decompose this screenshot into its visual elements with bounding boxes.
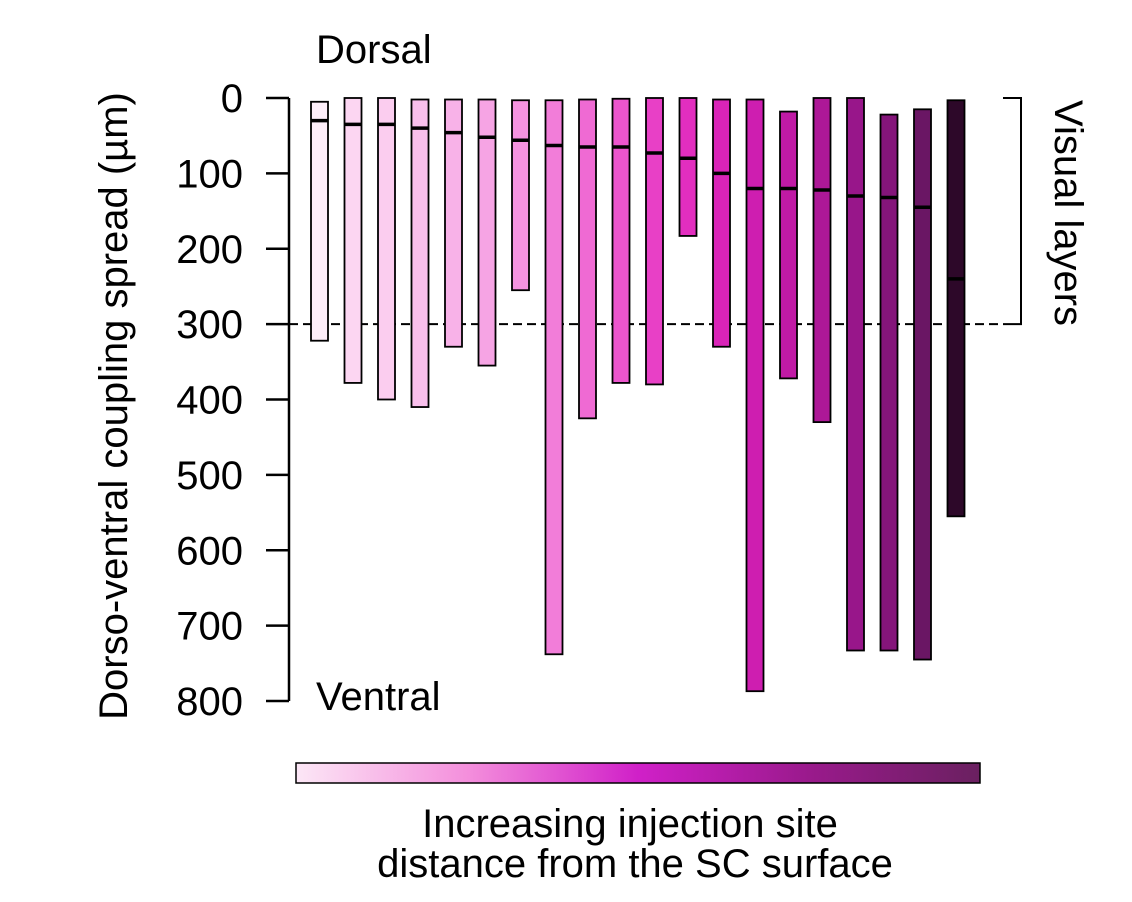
colorbar-caption-line2: distance from the SC surface [377,842,893,886]
y-tick-label: 100 [176,152,243,196]
bar [879,113,899,652]
bar [377,97,396,401]
y-tick-label: 600 [176,529,243,573]
visual-layers-bracket [1003,97,1022,326]
y-axis-label: Dorso-ventral coupling spread (µm) [92,92,136,720]
bar [578,98,597,420]
bar [846,97,865,652]
y-tick-label: 300 [176,303,243,347]
y-tick-label: 400 [176,379,243,423]
bar [812,97,832,424]
y-tick-label: 800 [176,680,243,724]
bar [410,98,430,408]
colorbar [295,762,981,784]
bar [645,97,664,386]
bar [477,98,497,367]
bar [779,110,798,380]
bar [712,98,731,348]
bar [444,98,463,348]
colorbar-caption-line1: Increasing injection site [422,802,838,846]
bar [310,100,329,342]
y-tick-label: 0 [221,77,243,121]
dorsal-label: Dorsal [316,28,432,72]
y-tick-label: 500 [176,454,243,498]
bar [946,99,966,518]
bar [611,97,631,384]
bar [678,97,698,237]
bar [913,108,932,661]
y-tick-label: 200 [176,228,243,272]
bar [544,99,564,656]
bars-group [310,97,966,693]
bar [343,97,363,384]
y-tick-label: 700 [176,605,243,649]
bar [511,99,530,292]
bar [745,98,765,693]
visual-layers-label: Visual layers [1046,100,1090,326]
ventral-label: Ventral [316,675,441,719]
y-ticks: 0 100 200 300 400 500 600 700 800 [176,77,289,724]
